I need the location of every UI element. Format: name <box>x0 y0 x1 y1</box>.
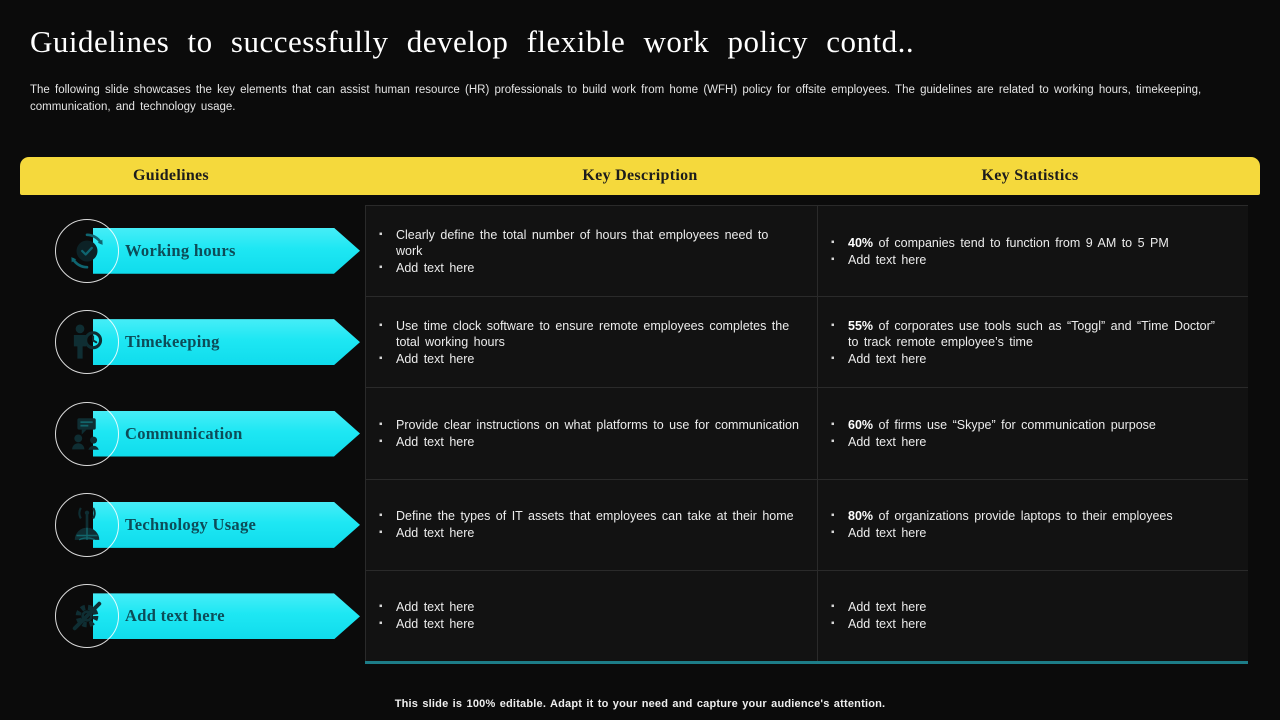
slide-title[interactable]: Guidelines to successfully develop flexi… <box>30 24 915 59</box>
guideline-banner[interactable]: Add text here <box>93 593 360 639</box>
guideline-row: Timekeeping <box>20 296 365 387</box>
header-key-description[interactable]: Key Description <box>582 167 698 184</box>
guideline-banner[interactable]: Timekeeping <box>93 319 360 365</box>
description-bullet[interactable]: Add text here <box>379 525 799 541</box>
description-bullet[interactable]: Add text here <box>379 616 799 632</box>
description-bullet[interactable]: Add text here <box>379 434 799 450</box>
description-bullet-list: Add text hereAdd text here <box>379 598 799 633</box>
statistic-bullet[interactable]: Add text here <box>831 434 1230 450</box>
guideline-banner[interactable]: Working hours <box>93 228 360 274</box>
gear-pencil-icon <box>55 584 119 649</box>
description-bullet[interactable]: Add text here <box>379 599 799 615</box>
description-cell: Define the types of IT assets that emplo… <box>366 479 817 570</box>
header-guidelines[interactable]: Guidelines <box>133 167 209 184</box>
header-key-statistics[interactable]: Key Statistics <box>981 167 1079 184</box>
chat-people-icon <box>55 401 119 466</box>
statistic-bullet[interactable]: 55% of corporates use tools such as “Tog… <box>831 318 1230 350</box>
statistics-cell: 60% of firms use “Skype” for communicati… <box>818 388 1248 479</box>
guideline-row: Technology Usage <box>20 479 365 570</box>
description-bullet-list: Provide clear instructions on what platf… <box>379 416 799 451</box>
guideline-label: Add text here <box>125 606 225 626</box>
statistic-bullet[interactable]: 80% of organizations provide laptops to … <box>831 508 1230 524</box>
statistics-cell: 55% of corporates use tools such as “Tog… <box>818 297 1248 388</box>
description-bullet[interactable]: Clearly define the total number of hours… <box>379 227 799 259</box>
statistic-bullet[interactable]: 60% of firms use “Skype” for communicati… <box>831 417 1230 433</box>
description-bullet[interactable]: Add text here <box>379 260 799 276</box>
guidelines-column: Working hours Timekeeping Communication Tec… <box>20 205 365 662</box>
guideline-label: Timekeeping <box>125 332 220 352</box>
antenna-globe-icon <box>55 492 119 557</box>
table-grid: Clearly define the total number of hours… <box>365 205 1248 662</box>
statistics-cell: 80% of organizations provide laptops to … <box>818 479 1248 570</box>
statistic-bullet[interactable]: Add text here <box>831 599 1230 615</box>
guideline-row: Working hours <box>20 205 365 296</box>
statistic-bullet-list: 60% of firms use “Skype” for communicati… <box>831 416 1230 451</box>
description-bullet[interactable]: Define the types of IT assets that emplo… <box>379 508 799 524</box>
description-bullet[interactable]: Provide clear instructions on what platf… <box>379 417 799 433</box>
description-bullet-list: Define the types of IT assets that emplo… <box>379 507 799 542</box>
table-underline <box>365 661 1248 664</box>
statistic-bullet[interactable]: Add text here <box>831 525 1230 541</box>
statistic-bullet[interactable]: Add text here <box>831 252 1230 268</box>
table-header-bar: Guidelines Key Description Key Statistic… <box>20 157 1260 195</box>
statistic-bullet-list: 55% of corporates use tools such as “Tog… <box>831 317 1230 368</box>
guideline-row: Add text here <box>20 571 365 662</box>
statistic-bullet-list: 80% of organizations provide laptops to … <box>831 507 1230 542</box>
description-bullet-list: Use time clock software to ensure remote… <box>379 317 799 368</box>
guideline-banner[interactable]: Communication <box>93 411 360 457</box>
guideline-label: Communication <box>125 423 243 443</box>
guideline-row: Communication <box>20 388 365 479</box>
description-cell: Provide clear instructions on what platf… <box>366 388 817 479</box>
clock-refresh-icon <box>55 218 119 283</box>
description-bullet-list: Clearly define the total number of hours… <box>379 226 799 277</box>
slide-subtitle[interactable]: The following slide showcases the key el… <box>30 84 1202 113</box>
guideline-label: Working hours <box>125 240 236 260</box>
person-clock-icon <box>55 310 119 375</box>
description-cell: Add text hereAdd text here <box>366 570 817 661</box>
statistics-cell: 40% of companies tend to function from 9… <box>818 206 1248 297</box>
description-bullet[interactable]: Add text here <box>379 351 799 367</box>
statistics-cell: Add text hereAdd text here <box>818 570 1248 661</box>
guideline-banner[interactable]: Technology Usage <box>93 502 360 548</box>
footer-note: This slide is 100% editable. Adapt it to… <box>394 698 886 710</box>
description-cell: Use time clock software to ensure remote… <box>366 297 817 388</box>
statistic-bullet-list: 40% of companies tend to function from 9… <box>831 234 1230 269</box>
description-cell: Clearly define the total number of hours… <box>366 206 817 297</box>
guideline-label: Technology Usage <box>125 514 257 534</box>
statistic-bullet[interactable]: Add text here <box>831 616 1230 632</box>
statistic-bullet[interactable]: Add text here <box>831 351 1230 367</box>
statistic-bullet[interactable]: 40% of companies tend to function from 9… <box>831 235 1230 251</box>
statistic-bullet-list: Add text hereAdd text here <box>831 598 1230 633</box>
description-bullet[interactable]: Use time clock software to ensure remote… <box>379 318 799 350</box>
